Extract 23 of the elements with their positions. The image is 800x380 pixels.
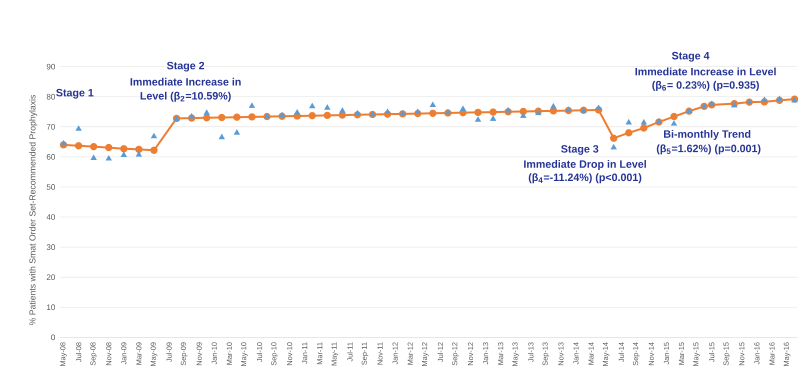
annotation: (β$_{4}$=-11.24%) (p<0.001)	[528, 173, 642, 184]
annotation: Bi-monthly Trend	[664, 130, 750, 140]
annotation: Immediate Increase in Level	[636, 68, 776, 76]
annotation: (β$_{6}$= 0.23%) (p=0.935)	[652, 80, 759, 91]
annotation: Stage 1	[56, 88, 94, 99]
y-tick-label: 0	[51, 334, 55, 340]
y-tick-label: 80	[46, 94, 55, 100]
y-axis-title: % Patients with Smat Order Set-Recommended Prophylaxis	[29, 94, 38, 326]
annotation: Stage 3	[561, 145, 598, 155]
y-tick-label: 60	[46, 154, 55, 160]
annotation: Level (β$_{2}$=10.59%)	[140, 92, 231, 102]
annotation: Immediate Drop in Level	[524, 160, 646, 170]
y-tick-label: 30	[46, 244, 55, 250]
y-tick-label: 50	[46, 184, 55, 190]
annotation: (β$_{5}$=1.62%) (p=0.001)	[656, 144, 760, 154]
y-tick-label: 10	[47, 304, 55, 310]
y-tick-label: 40	[46, 214, 55, 220]
text: Stage 4	[672, 52, 710, 62]
y-tick-label: 70	[46, 124, 55, 130]
annotation: Immediate Increase in	[130, 78, 241, 86]
y-tick-label: 90	[46, 64, 55, 70]
annotation: Stage 2	[166, 62, 204, 72]
y-tick-label: 20	[46, 274, 55, 280]
